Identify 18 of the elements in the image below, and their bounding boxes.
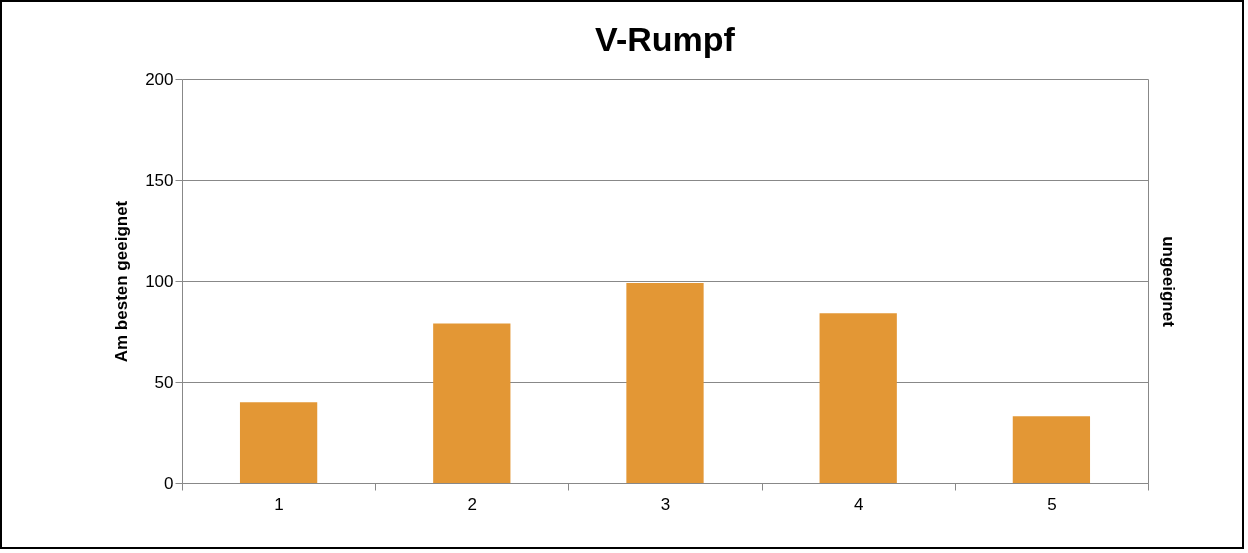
x-tick-label: 4 [853, 494, 864, 514]
y-tick-label: 0 [164, 473, 174, 493]
y-tick-label: 200 [145, 69, 174, 89]
bar [1012, 416, 1091, 483]
bar [626, 283, 704, 483]
y-tick-label: 150 [145, 170, 174, 190]
bar [433, 323, 511, 483]
y-axis-title: Am besten geeignet [112, 200, 132, 363]
y-tick-label: 100 [145, 271, 174, 291]
chart-title: V-Rumpf [595, 20, 736, 58]
x-tick-label: 1 [274, 494, 284, 514]
bar [819, 313, 897, 483]
bar [239, 402, 318, 483]
y-tick-label: 50 [154, 372, 174, 392]
x-tick-label: 5 [1047, 494, 1057, 514]
x-tick-label: 3 [660, 494, 671, 514]
y2-axis-title: ungeeignet [1158, 236, 1178, 328]
x-tick-label: 2 [467, 494, 478, 514]
